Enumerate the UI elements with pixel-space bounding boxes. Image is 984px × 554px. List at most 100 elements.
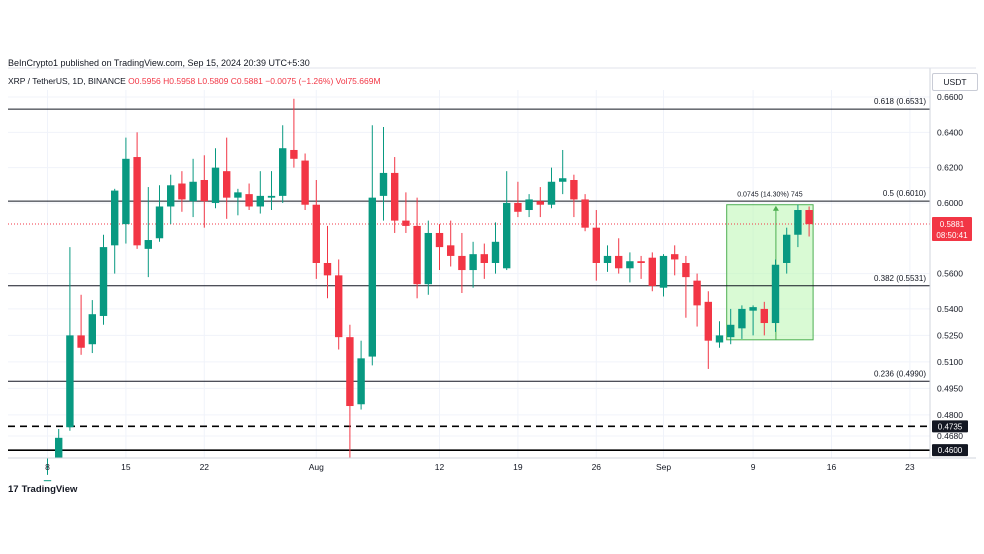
candle-body <box>133 157 141 246</box>
candle-up[interactable] <box>491 222 500 274</box>
candle-body <box>637 261 645 263</box>
candle-down[interactable] <box>760 301 768 336</box>
candle-up[interactable] <box>626 252 634 283</box>
grid <box>8 90 930 458</box>
candle-down[interactable] <box>77 294 85 355</box>
x-tick-label: 26 <box>592 462 602 472</box>
candle-body <box>189 181 197 202</box>
candle-up[interactable] <box>167 174 175 225</box>
candle-up[interactable] <box>88 300 96 354</box>
candle-up[interactable] <box>55 428 63 458</box>
candle-up[interactable] <box>99 234 108 325</box>
candle-down[interactable] <box>335 259 343 350</box>
candle-up[interactable] <box>267 171 276 211</box>
candle-down[interactable] <box>682 255 690 318</box>
candle-down[interactable] <box>290 98 298 168</box>
candle-down[interactable] <box>245 183 253 211</box>
candle-down[interactable] <box>447 220 455 267</box>
candle-down[interactable] <box>637 255 645 279</box>
candle-up[interactable] <box>111 188 119 274</box>
candle-body <box>346 337 354 407</box>
candle-up[interactable] <box>783 227 791 274</box>
candle-body <box>211 167 220 203</box>
candle-down[interactable] <box>581 194 589 232</box>
candle-down[interactable] <box>391 157 399 233</box>
candle-up[interactable] <box>256 171 264 214</box>
candle-down[interactable] <box>704 291 712 369</box>
candle-body <box>794 210 802 235</box>
candle-down[interactable] <box>402 192 410 233</box>
candle-up[interactable] <box>211 148 220 209</box>
candle-down[interactable] <box>223 137 231 219</box>
candle-body <box>66 335 74 428</box>
support-price-label: 0.4600 <box>938 446 963 455</box>
candle-up[interactable] <box>368 125 376 366</box>
candle-down[interactable] <box>805 206 813 237</box>
y-tick-label: 0.6400 <box>937 127 963 137</box>
candle-down[interactable] <box>536 187 544 218</box>
candle-down[interactable] <box>648 252 656 292</box>
candle-down[interactable] <box>693 273 701 327</box>
candle-body <box>223 171 231 198</box>
candle-body <box>671 254 679 260</box>
candle-body <box>615 255 623 269</box>
candle-down[interactable] <box>133 132 141 249</box>
candle-up[interactable] <box>525 194 533 218</box>
candle-down[interactable] <box>435 224 444 271</box>
candle-down[interactable] <box>514 181 522 218</box>
candle-body <box>603 255 612 263</box>
candle-up[interactable] <box>66 247 74 431</box>
candle-up[interactable] <box>279 125 287 203</box>
candle-up[interactable] <box>379 127 388 221</box>
candle-body <box>693 280 701 306</box>
candle-down[interactable] <box>615 238 623 274</box>
candle-down[interactable] <box>346 324 354 458</box>
candle-up[interactable] <box>738 305 746 339</box>
candle-up[interactable] <box>503 171 511 271</box>
candle-up[interactable] <box>794 204 802 248</box>
candle-up[interactable] <box>43 458 52 482</box>
candle-up[interactable] <box>547 167 556 209</box>
candle-down[interactable] <box>592 210 600 281</box>
candle-body <box>167 185 175 207</box>
candle-up[interactable] <box>189 158 197 218</box>
support-price-tag <box>932 444 968 457</box>
symbol-name[interactable]: XRP / TetherUS, 1D, BINANCE <box>8 76 126 86</box>
candle-down[interactable] <box>323 225 332 299</box>
candle-down[interactable] <box>671 245 679 276</box>
tradingview-logo[interactable]: 17 TradingView <box>8 484 77 495</box>
candle-up[interactable] <box>559 149 567 195</box>
candle-up[interactable] <box>424 220 432 295</box>
candle-down[interactable] <box>570 174 578 218</box>
candle-down[interactable] <box>458 232 466 294</box>
candle-body <box>178 183 186 200</box>
candle-body <box>245 194 253 207</box>
candle-down[interactable] <box>480 243 488 279</box>
currency-button[interactable]: USDT <box>932 73 978 91</box>
candle-up[interactable] <box>771 259 780 332</box>
candle-up[interactable] <box>155 185 164 242</box>
candle-up[interactable] <box>727 308 735 345</box>
y-tick-label: 0.6600 <box>937 92 963 102</box>
candle-up[interactable] <box>122 137 130 244</box>
candle-body <box>267 195 276 198</box>
candle-up[interactable] <box>469 241 477 288</box>
candle-up[interactable] <box>144 187 152 278</box>
x-tick-label: 15 <box>121 462 131 472</box>
support-price-tag <box>932 420 968 433</box>
candle-down[interactable] <box>301 153 309 211</box>
candle-down[interactable] <box>413 197 421 299</box>
publish-info: BeInCrypto1 published on TradingView.com… <box>8 58 310 68</box>
x-tick-label: 12 <box>435 462 445 472</box>
candle-up[interactable] <box>234 188 242 216</box>
candle-body <box>402 220 410 226</box>
candle-down[interactable] <box>178 171 186 212</box>
candle-up[interactable] <box>659 254 668 297</box>
candle-up[interactable] <box>603 245 612 272</box>
candle-up[interactable] <box>357 340 365 410</box>
candle-down[interactable] <box>200 155 208 228</box>
candle-down[interactable] <box>312 179 320 279</box>
candle-up[interactable] <box>749 305 757 336</box>
candle-up[interactable] <box>715 321 724 348</box>
